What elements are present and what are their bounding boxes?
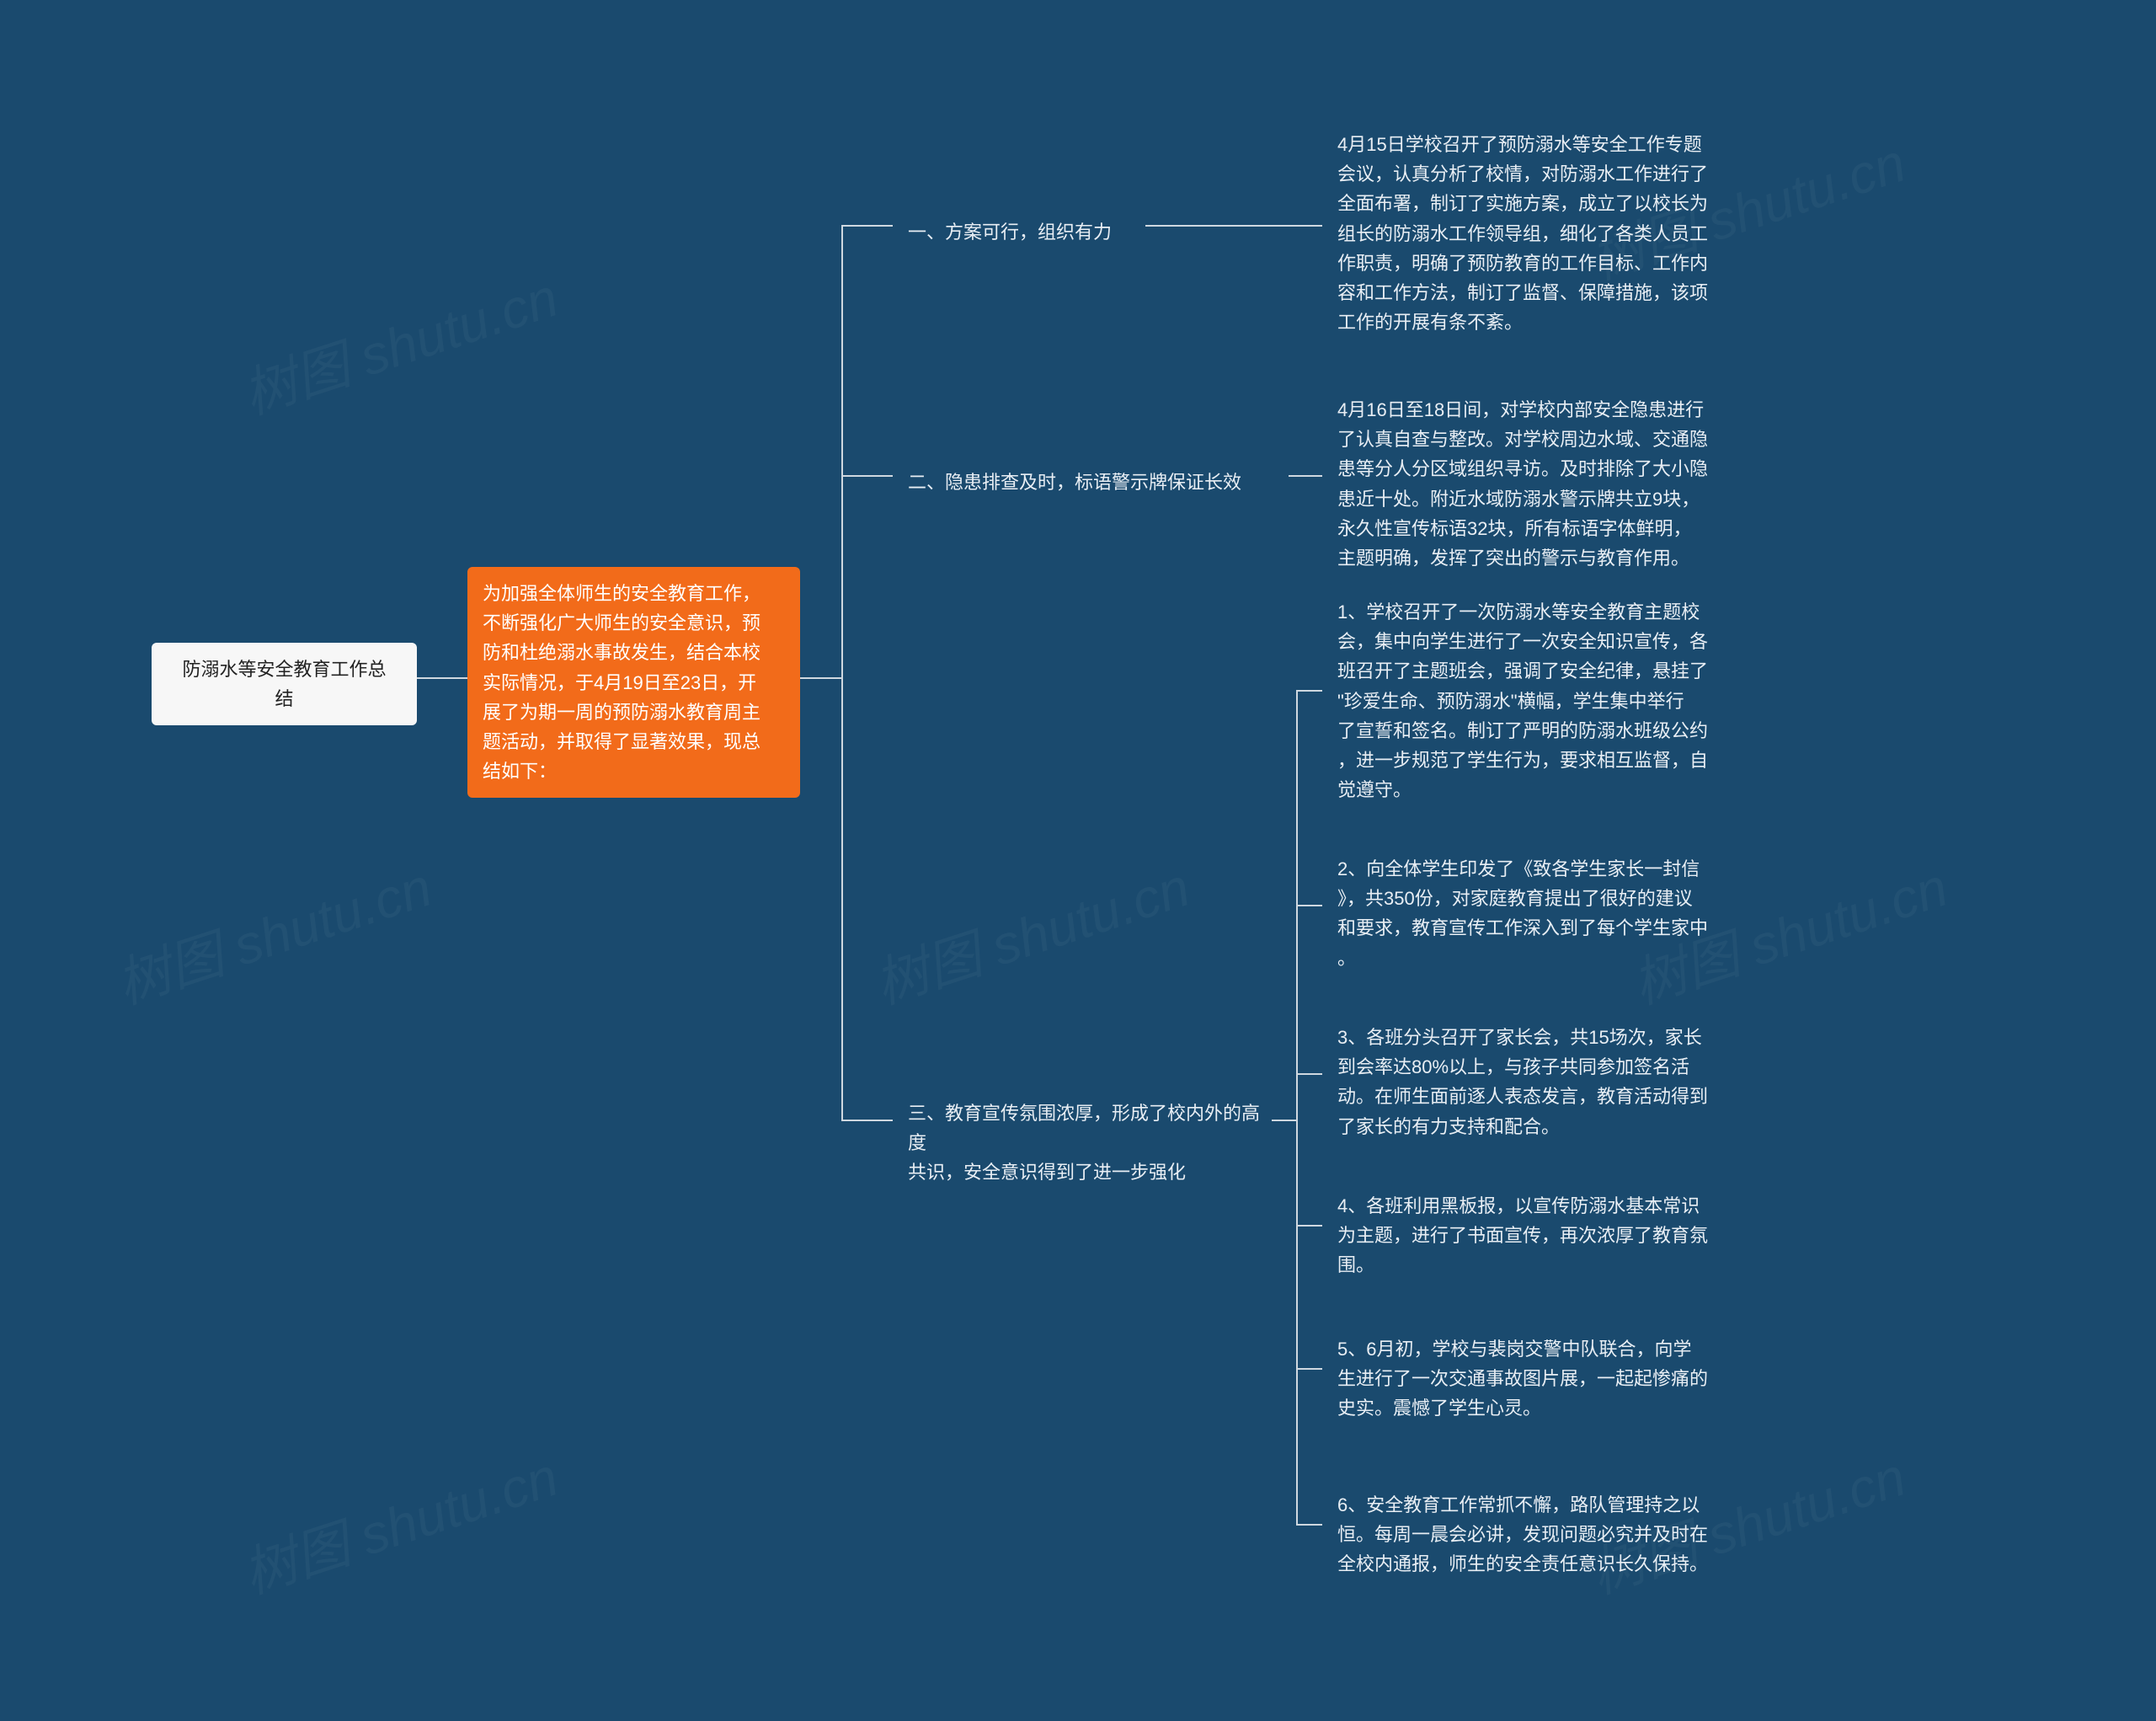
section-item: 2、向全体学生印发了《致各学生家长一封信 》，共350份，对家庭教育提出了很好的…	[1322, 842, 1769, 985]
section-item: 1、学校召开了一次防溺水等安全教育主题校 会，集中向学生进行了一次安全知识宣传，…	[1322, 585, 1769, 816]
section-title: 二、隐患排查及时，标语警示牌保证长效	[893, 456, 1297, 509]
root-node: 防溺水等安全教育工作总 结	[152, 643, 417, 725]
section-item: 4月16日至18日间，对学校内部安全隐患进行 了认真自查与整改。对学校周边水域、…	[1322, 383, 1769, 585]
section-item-text: 4、各班利用黑板报，以宣传防溺水基本常识 为主题，进行了书面宣传，再次浓厚了教育…	[1337, 1195, 1708, 1275]
intro-text: 为加强全体师生的安全教育工作， 不断强化广大师生的安全意识，预 防和杜绝溺水事故…	[483, 583, 760, 782]
section-item-text: 3、各班分头召开了家长会，共15场次，家长 到会率达80%以上，与孩子共同参加签…	[1337, 1027, 1708, 1137]
section-item-text: 2、向全体学生印发了《致各学生家长一封信 》，共350份，对家庭教育提出了很好的…	[1337, 858, 1708, 969]
section-title-text: 三、教育宣传氛围浓厚，形成了校内外的高度 共识，安全意识得到了进一步强化	[908, 1103, 1260, 1183]
section-title: 一、方案可行，组织有力	[893, 206, 1145, 259]
section-item-text: 4月15日学校召开了预防溺水等安全工作专题 会议，认真分析了校情，对防溺水工作进…	[1337, 134, 1708, 333]
section-title: 三、教育宣传氛围浓厚，形成了校内外的高度 共识，安全意识得到了进一步强化	[893, 1087, 1276, 1200]
section-item: 4、各班利用黑板报，以宣传防溺水基本常识 为主题，进行了书面宣传，再次浓厚了教育…	[1322, 1179, 1769, 1292]
section-item-text: 6、安全教育工作常抓不懈，路队管理持之以 恒。每周一晨会必讲，发现问题必究并及时…	[1337, 1494, 1708, 1574]
section-item: 3、各班分头召开了家长会，共15场次，家长 到会率达80%以上，与孩子共同参加签…	[1322, 1011, 1769, 1153]
section-item: 5、6月初，学校与裴岗交警中队联合，向学 生进行了一次交通事故图片展，一起起惨痛…	[1322, 1323, 1769, 1435]
root-title: 防溺水等安全教育工作总 结	[182, 659, 386, 709]
watermark: 树图 shutu.cn	[232, 1434, 566, 1608]
section-title-text: 一、方案可行，组织有力	[908, 222, 1112, 243]
section-item: 6、安全教育工作常抓不懈，路队管理持之以 恒。每周一晨会必讲，发现问题必究并及时…	[1322, 1478, 1769, 1591]
intro-node: 为加强全体师生的安全教育工作， 不断强化广大师生的安全意识，预 防和杜绝溺水事故…	[467, 567, 800, 798]
section-item-text: 5、6月初，学校与裴岗交警中队联合，向学 生进行了一次交通事故图片展，一起起惨痛…	[1337, 1339, 1708, 1419]
watermark: 树图 shutu.cn	[863, 844, 1198, 1018]
watermark: 树图 shutu.cn	[232, 254, 566, 429]
section-title-text: 二、隐患排查及时，标语警示牌保证长效	[908, 472, 1241, 493]
section-item-text: 1、学校召开了一次防溺水等安全教育主题校 会，集中向学生进行了一次安全知识宣传，…	[1337, 601, 1708, 800]
section-item: 4月15日学校召开了预防溺水等安全工作专题 会议，认真分析了校情，对防溺水工作进…	[1322, 118, 1769, 349]
section-item-text: 4月16日至18日间，对学校内部安全隐患进行 了认真自查与整改。对学校周边水域、…	[1337, 399, 1708, 569]
watermark: 树图 shutu.cn	[105, 844, 440, 1018]
